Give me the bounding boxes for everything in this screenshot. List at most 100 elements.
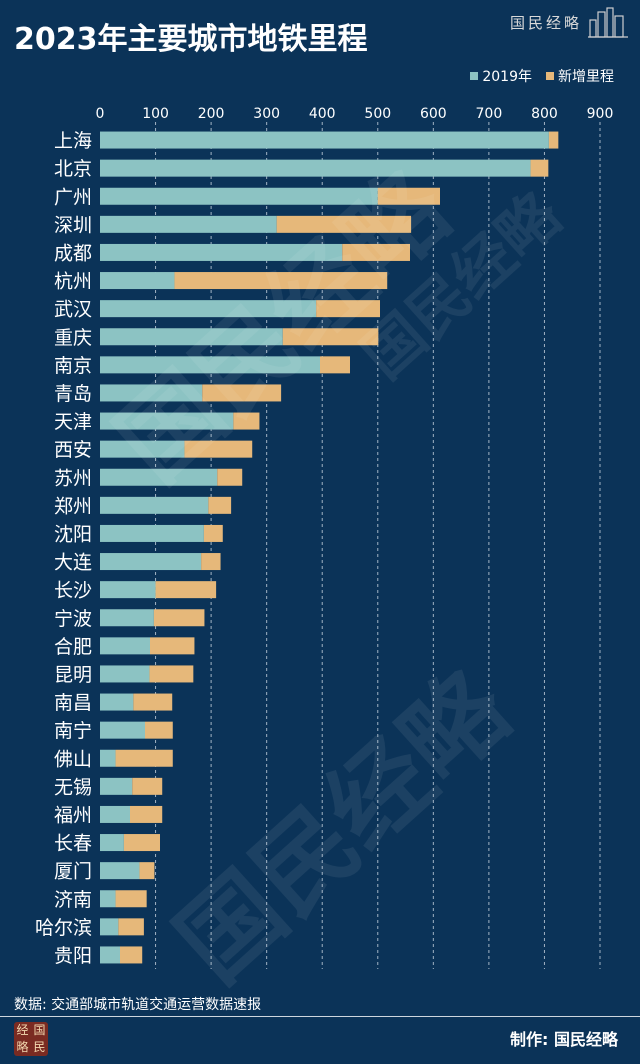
bar-base-25: [100, 834, 124, 852]
bar-base-2: [100, 187, 378, 205]
city-skyline-icon: [588, 7, 628, 38]
logo-char-4: 民: [33, 1040, 46, 1054]
x-tick-label-0: 0: [96, 106, 105, 122]
bar-added-3: [276, 215, 412, 233]
bar-base-17: [100, 609, 154, 627]
data-source: 数据: 交通部城市轨道交通运营数据速报: [14, 997, 262, 1013]
bar-added-6: [316, 300, 380, 318]
bar-added-4: [342, 243, 410, 261]
bar-added-19: [149, 665, 194, 683]
bar-base-16: [100, 581, 156, 599]
bar-added-0: [548, 131, 559, 149]
category-label-2: 广州: [54, 186, 92, 208]
bar-base-27: [100, 890, 116, 908]
category-label-0: 上海: [54, 130, 92, 152]
bar-base-24: [100, 805, 130, 823]
category-label-18: 合肥: [54, 636, 92, 658]
bar-base-5: [100, 272, 175, 290]
bar-added-1: [530, 159, 549, 177]
category-label-12: 苏州: [54, 467, 92, 489]
category-label-6: 武汉: [54, 299, 92, 321]
x-tick-label-500: 500: [364, 106, 391, 122]
category-label-13: 郑州: [54, 495, 92, 517]
bar-added-18: [150, 637, 195, 655]
brand-logo: 经 国 略 民: [14, 1022, 48, 1056]
bar-base-11: [100, 440, 185, 458]
bar-added-27: [115, 890, 147, 908]
legend-label-added: 新增里程: [558, 69, 614, 85]
category-label-28: 哈尔滨: [35, 917, 92, 939]
bar-base-21: [100, 721, 145, 739]
legend-label-base: 2019年: [482, 69, 532, 85]
legend-swatch-base: [470, 72, 479, 80]
category-label-11: 西安: [54, 439, 92, 461]
bar-added-24: [130, 805, 163, 823]
bar-added-21: [145, 721, 173, 739]
category-label-1: 北京: [54, 158, 92, 180]
bar-added-12: [217, 468, 243, 486]
bar-added-25: [123, 834, 160, 852]
bar-added-13: [208, 496, 232, 514]
bar-base-19: [100, 665, 150, 683]
bar-added-16: [155, 581, 217, 599]
bar-added-7: [282, 328, 379, 346]
footer-divider: [0, 1016, 640, 1017]
category-label-4: 成都: [54, 242, 92, 264]
bar-chart: 0 100 200 300 400 500 600 700 800 900 上海北京广州深圳成都杭州…: [35, 106, 614, 969]
bar-added-29: [120, 946, 143, 964]
bar-base-22: [100, 749, 116, 767]
x-tick-label-200: 200: [198, 106, 225, 122]
bar-base-0: [100, 131, 549, 149]
legend-item-added: 新增里程: [546, 66, 614, 86]
category-label-20: 南昌: [54, 692, 92, 714]
x-tick-label-800: 800: [531, 106, 558, 122]
bar-base-6: [100, 300, 317, 318]
bar-base-10: [100, 412, 234, 430]
x-tick-label-600: 600: [420, 106, 447, 122]
category-label-7: 重庆: [54, 327, 92, 349]
bar-base-4: [100, 243, 343, 261]
bar-base-9: [100, 384, 203, 402]
brand-name: 国民经略: [509, 13, 582, 32]
bar-base-13: [100, 496, 209, 514]
bar-added-5: [174, 272, 388, 290]
category-label-14: 沈阳: [54, 523, 92, 545]
chart-maker: 制作: 国民经略: [510, 1030, 618, 1049]
logo-char-3: 略: [16, 1040, 29, 1054]
bar-base-7: [100, 328, 283, 346]
category-label-26: 厦门: [54, 861, 92, 883]
bar-added-28: [118, 918, 144, 936]
category-label-5: 杭州: [54, 271, 92, 293]
bar-base-28: [100, 918, 119, 936]
bar-added-9: [202, 384, 282, 402]
bar-base-18: [100, 637, 150, 655]
legend-item-base: 2019年: [470, 66, 532, 86]
bar-added-14: [203, 524, 223, 542]
legend: 2019年 新增里程: [462, 66, 614, 86]
bar-base-20: [100, 693, 134, 711]
category-label-24: 福州: [54, 804, 92, 826]
category-label-17: 宁波: [54, 608, 92, 630]
x-tick-label-900: 900: [587, 106, 614, 122]
bar-added-17: [153, 609, 205, 627]
bar-added-26: [139, 862, 155, 880]
x-tick-label-100: 100: [142, 106, 169, 122]
x-tick-label-700: 700: [476, 106, 503, 122]
bar-added-15: [201, 553, 221, 571]
x-tick-label-400: 400: [309, 106, 336, 122]
bar-added-23: [132, 777, 163, 795]
bar-added-11: [184, 440, 253, 458]
logo-char-1: 经: [16, 1023, 29, 1037]
bar-base-29: [100, 946, 120, 964]
category-label-9: 青岛: [54, 383, 92, 405]
bar-base-1: [100, 159, 531, 177]
legend-swatch-added: [546, 72, 554, 80]
bar-added-2: [377, 187, 440, 205]
bar-base-15: [100, 553, 202, 571]
bar-base-3: [100, 215, 277, 233]
category-label-25: 长春: [54, 833, 92, 855]
bar-added-20: [133, 693, 173, 711]
category-label-8: 南京: [54, 355, 92, 377]
bar-base-12: [100, 468, 218, 486]
category-label-10: 天津: [54, 411, 92, 433]
